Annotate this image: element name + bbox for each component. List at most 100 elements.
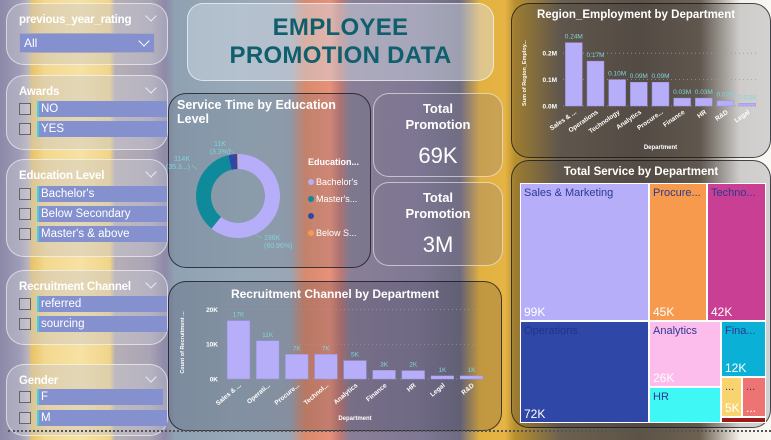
education-option-below-secondary[interactable]: Below Secondary bbox=[19, 206, 167, 222]
treemap-cell-name: ... bbox=[725, 381, 735, 393]
slicer-title: Education Level bbox=[19, 170, 105, 182]
checkbox[interactable] bbox=[19, 208, 31, 220]
treemap-cell-name: Analytics bbox=[653, 325, 698, 337]
gender-option-m[interactable]: M bbox=[19, 410, 167, 426]
treemap-cell-value: ... bbox=[746, 401, 757, 415]
option-label: NO bbox=[37, 101, 167, 117]
donut-legend: Education... Bachelor's Master's... Belo… bbox=[308, 157, 359, 241]
recruitment-option-sourcing[interactable]: sourcing bbox=[19, 316, 167, 332]
chevron-down-icon[interactable] bbox=[145, 277, 157, 289]
treemap-cell[interactable]: Procure... 45K bbox=[649, 183, 707, 321]
kpi-value: 3M bbox=[422, 232, 454, 257]
education-option-masters[interactable]: Master's & above bbox=[19, 226, 167, 242]
treemap-cell[interactable]: Techno... 42K bbox=[707, 183, 766, 321]
legend-dot bbox=[308, 195, 314, 202]
option-label: YES bbox=[37, 121, 167, 137]
treemap-cell-name: Fina... bbox=[725, 325, 756, 337]
treemap-title: Total Service by Department bbox=[563, 166, 719, 178]
slicer-title: Recruitment Channel bbox=[19, 281, 131, 293]
treemap-cell[interactable]: Fina... 12K bbox=[721, 321, 766, 377]
kpi-label: Total Promotion bbox=[405, 190, 471, 221]
treemap-cell[interactable]: ... 5K bbox=[721, 377, 742, 417]
legend-dot bbox=[308, 178, 314, 185]
checkbox[interactable] bbox=[19, 228, 31, 240]
slicer-title: previous_year_rating bbox=[19, 14, 132, 26]
treemap-cell-name: Procure... bbox=[653, 187, 701, 199]
treemap-cell-value: 72K bbox=[524, 407, 546, 421]
treemap-cell[interactable] bbox=[721, 417, 766, 423]
checkbox[interactable] bbox=[19, 318, 31, 330]
checkbox[interactable] bbox=[19, 103, 31, 115]
legend-item[interactable]: Master's... bbox=[308, 190, 359, 207]
checkbox[interactable] bbox=[19, 412, 31, 424]
recruitment-chart-title: Recruitment Channel by Department bbox=[230, 287, 440, 301]
dashboard-title: EMPLOYEE PROMOTION DATA bbox=[187, 3, 494, 81]
checkbox[interactable] bbox=[19, 298, 31, 310]
legend-item[interactable]: Below S... bbox=[308, 224, 359, 241]
treemap-cell-value: 5K bbox=[725, 401, 740, 415]
checkbox[interactable] bbox=[19, 391, 31, 403]
treemap-cell-name: Techno... bbox=[711, 187, 756, 199]
treemap-cell-value: 99K bbox=[524, 305, 546, 319]
chevron-down-icon[interactable] bbox=[145, 371, 157, 383]
legend-item[interactable] bbox=[308, 207, 359, 224]
treemap-cell-value: 12K bbox=[725, 361, 747, 375]
slicer-title: Awards bbox=[19, 86, 60, 98]
slicer-previous-year-rating: previous_year_rating All bbox=[6, 3, 168, 65]
slicer-awards: Awards NO YES bbox=[6, 75, 168, 150]
recruitment-chart-card bbox=[168, 281, 502, 431]
donut-title: Service Time by Education Level bbox=[177, 98, 336, 126]
legend-dot bbox=[308, 229, 314, 236]
option-label: F bbox=[37, 389, 163, 405]
chevron-down-icon[interactable] bbox=[145, 166, 157, 178]
title-line-1: EMPLOYEE bbox=[272, 14, 409, 41]
option-label: sourcing bbox=[37, 316, 167, 332]
education-option-bachelors[interactable]: Bachelor's bbox=[19, 186, 167, 202]
legend-label: Below S... bbox=[316, 227, 357, 238]
legend-label: Master's... bbox=[316, 193, 358, 204]
treemap-cell-name: Sales & Marketing bbox=[524, 187, 614, 199]
dropdown-value: All bbox=[24, 36, 38, 50]
legend-dot bbox=[308, 212, 314, 219]
legend-label: Bachelor's bbox=[316, 176, 358, 187]
legend-item[interactable]: Bachelor's bbox=[308, 173, 359, 190]
treemap-cell-name: Operations bbox=[524, 325, 578, 337]
treemap-cell-name: HR bbox=[653, 391, 669, 403]
treemap-cell-value: 26K bbox=[653, 371, 675, 385]
chevron-down-icon[interactable] bbox=[145, 82, 157, 94]
checkbox[interactable] bbox=[19, 123, 31, 135]
checkbox[interactable] bbox=[19, 188, 31, 200]
option-label: M bbox=[37, 410, 167, 426]
slicer-education-level: Education Level Bachelor's Below Seconda… bbox=[6, 159, 168, 257]
kpi-total-promotion-2: Total Promotion 3M bbox=[373, 182, 503, 266]
legend-title: Education... bbox=[308, 157, 360, 167]
gender-option-f[interactable]: F bbox=[19, 389, 163, 405]
slicer-gender: Gender F M bbox=[6, 364, 168, 436]
treemap-cell[interactable]: Operations 72K bbox=[520, 321, 649, 423]
chevron-down-icon[interactable] bbox=[145, 10, 157, 22]
awards-option-no[interactable]: NO bbox=[19, 101, 167, 117]
treemap-cell-value: 45K bbox=[653, 305, 675, 319]
kpi-value: 69K bbox=[418, 143, 458, 168]
slicer-title: Gender bbox=[19, 375, 59, 387]
treemap-cell-value: 42K bbox=[711, 305, 733, 319]
region-chart-title: Region_Employment by Department bbox=[536, 9, 736, 21]
slicer-recruitment-channel: Recruitment Channel referred sourcing bbox=[6, 270, 168, 345]
option-label: Below Secondary bbox=[37, 206, 167, 222]
treemap-cell-name: ... bbox=[746, 381, 756, 393]
rating-dropdown[interactable]: All bbox=[19, 33, 155, 53]
treemap-cell[interactable]: ...... bbox=[742, 377, 766, 417]
treemap-cell[interactable]: HR bbox=[649, 387, 721, 423]
option-label: referred bbox=[37, 296, 167, 312]
page-divider bbox=[8, 430, 771, 432]
region-chart-card bbox=[511, 3, 771, 158]
chevron-down-icon bbox=[138, 35, 150, 47]
kpi-label: Total Promotion bbox=[405, 101, 471, 132]
awards-option-yes[interactable]: YES bbox=[19, 121, 167, 137]
option-label: Bachelor's bbox=[37, 186, 167, 202]
option-label: Master's & above bbox=[37, 226, 167, 242]
treemap-cell[interactable]: Analytics 26K bbox=[649, 321, 721, 387]
treemap-cell[interactable]: Sales & Marketing 99K bbox=[520, 183, 649, 321]
title-line-2: PROMOTION DATA bbox=[229, 42, 452, 69]
recruitment-option-referred[interactable]: referred bbox=[19, 296, 167, 312]
